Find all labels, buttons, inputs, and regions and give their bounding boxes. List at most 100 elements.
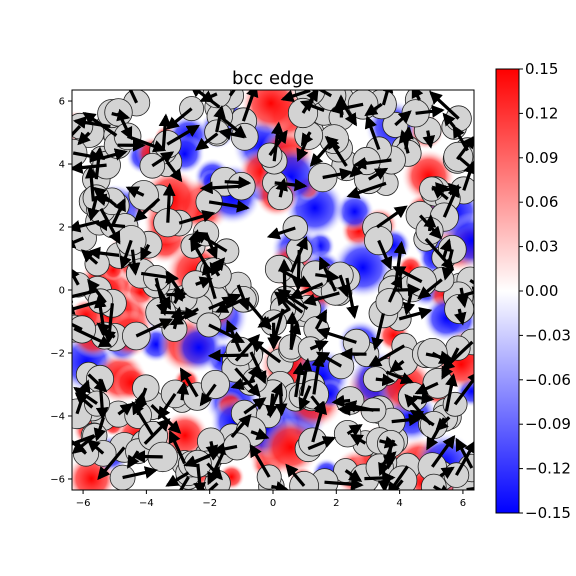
displacement-arrow	[77, 131, 91, 146]
displacement-arrow	[228, 90, 244, 97]
displacement-arrow	[80, 249, 99, 265]
displacement-arrow	[274, 385, 288, 417]
displacement-arrow	[311, 401, 327, 443]
displacement-arrow	[324, 136, 341, 150]
displacement-arrow	[151, 151, 175, 168]
displacement-arrow	[330, 102, 364, 115]
y-tick-label: −4	[50, 411, 65, 422]
displacement-arrow	[99, 207, 121, 245]
displacement-arrow	[380, 90, 394, 106]
displacement-arrow	[199, 181, 242, 195]
displacement-arrow	[119, 239, 133, 270]
displacement-arrow	[230, 413, 252, 438]
displacement-arrow	[127, 249, 141, 276]
displacement-arrow	[371, 313, 385, 351]
displacement-arrow	[301, 90, 319, 114]
colorbar-gradient	[495, 68, 520, 514]
displacement-arrow	[285, 463, 306, 487]
colorbar-tick-label: −0.03	[525, 326, 571, 344]
displacement-arrow	[306, 90, 332, 98]
displacement-arrow	[179, 367, 199, 398]
displacement-arrow	[208, 199, 250, 213]
x-tick-label: −4	[139, 498, 154, 509]
displacement-arrow	[426, 417, 446, 451]
displacement-arrow	[168, 429, 187, 465]
colorbar-tick-label: −0.09	[525, 415, 571, 433]
displacement-arrow	[367, 167, 389, 181]
displacement-arrow	[466, 487, 474, 490]
displacement-arrow	[453, 308, 467, 326]
displacement-arrow	[364, 102, 383, 117]
displacement-arrow	[452, 124, 469, 152]
x-tick-label: 6	[460, 498, 466, 509]
colorbar: 0.15 0.12 0.09 0.06 0.03 0.00 −0.03 −0.06 −0.09 −…	[495, 60, 571, 522]
displacement-arrow	[265, 393, 278, 419]
displacement-arrow	[127, 134, 167, 153]
displacement-arrow	[379, 436, 398, 449]
displacement-arrow	[299, 357, 313, 397]
displacement-arrow	[402, 287, 416, 316]
displacement-arrow	[230, 377, 256, 391]
displacement-arrow	[302, 291, 340, 306]
displacement-arrow	[298, 385, 312, 411]
displacement-arrow	[412, 391, 435, 405]
displacement-arrow	[377, 462, 391, 490]
displacement-arrow	[296, 134, 311, 162]
displacement-arrow	[194, 231, 228, 253]
displacement-arrow	[271, 481, 289, 490]
colorbar-tick-label: −0.12	[525, 460, 571, 478]
displacement-arrow	[176, 381, 190, 401]
displacement-arrow	[387, 479, 404, 490]
displacement-arrow	[411, 90, 424, 101]
displacement-arrow	[277, 258, 291, 301]
displacement-arrow	[346, 181, 387, 199]
displacement-arrow	[346, 424, 363, 437]
displacement-arrow	[324, 477, 364, 490]
displacement-arrow	[315, 269, 340, 283]
colorbar-tick-label: 0.15	[525, 60, 558, 78]
displacement-arrow	[394, 110, 412, 127]
displacement-arrow	[133, 197, 161, 222]
displacement-arrow	[236, 284, 250, 312]
displacement-arrow	[364, 115, 381, 150]
x-tick-label: 0	[270, 498, 276, 509]
displacement-arrow	[209, 261, 223, 277]
displacement-arrow	[72, 149, 104, 163]
displacement-arrow	[337, 274, 350, 298]
displacement-arrow	[117, 402, 134, 416]
displacement-arrow	[364, 471, 396, 485]
y-tick-label: −6	[50, 474, 65, 485]
displacement-arrow	[307, 436, 336, 451]
displacement-arrow	[218, 127, 246, 141]
y-tick-label: 6	[59, 97, 65, 108]
displacement-arrow	[215, 297, 245, 313]
colorbar-tick-label: 0.09	[525, 149, 558, 167]
displacement-arrow	[94, 294, 107, 336]
displacement-arrow	[247, 364, 260, 383]
y-tick-label: −2	[50, 348, 65, 359]
displacement-arrow	[125, 186, 145, 199]
displacement-arrow	[433, 484, 452, 490]
displacement-arrow	[249, 443, 271, 478]
displacement-arrow	[93, 193, 113, 206]
x-tick-label: −6	[76, 498, 91, 509]
displacement-arrow	[87, 373, 108, 393]
displacement-arrow	[218, 115, 247, 139]
displacement-arrow	[439, 238, 453, 259]
displacement-arrow	[143, 418, 171, 445]
displacement-arrow	[377, 239, 393, 270]
displacement-arrow	[309, 138, 336, 167]
displacement-arrow	[166, 161, 183, 183]
displacement-arrow	[199, 90, 218, 103]
displacement-arrow	[87, 197, 100, 222]
displacement-arrow	[93, 417, 106, 442]
displacement-arrow	[131, 401, 155, 437]
displacement-arrow	[392, 265, 423, 284]
displacement-arrow	[101, 148, 128, 161]
displacement-arrow	[322, 167, 354, 181]
displacement-arrow	[86, 439, 105, 455]
displacement-arrow	[132, 450, 163, 463]
y-tick-label: 4	[59, 160, 65, 171]
displacement-arrow	[398, 129, 412, 154]
